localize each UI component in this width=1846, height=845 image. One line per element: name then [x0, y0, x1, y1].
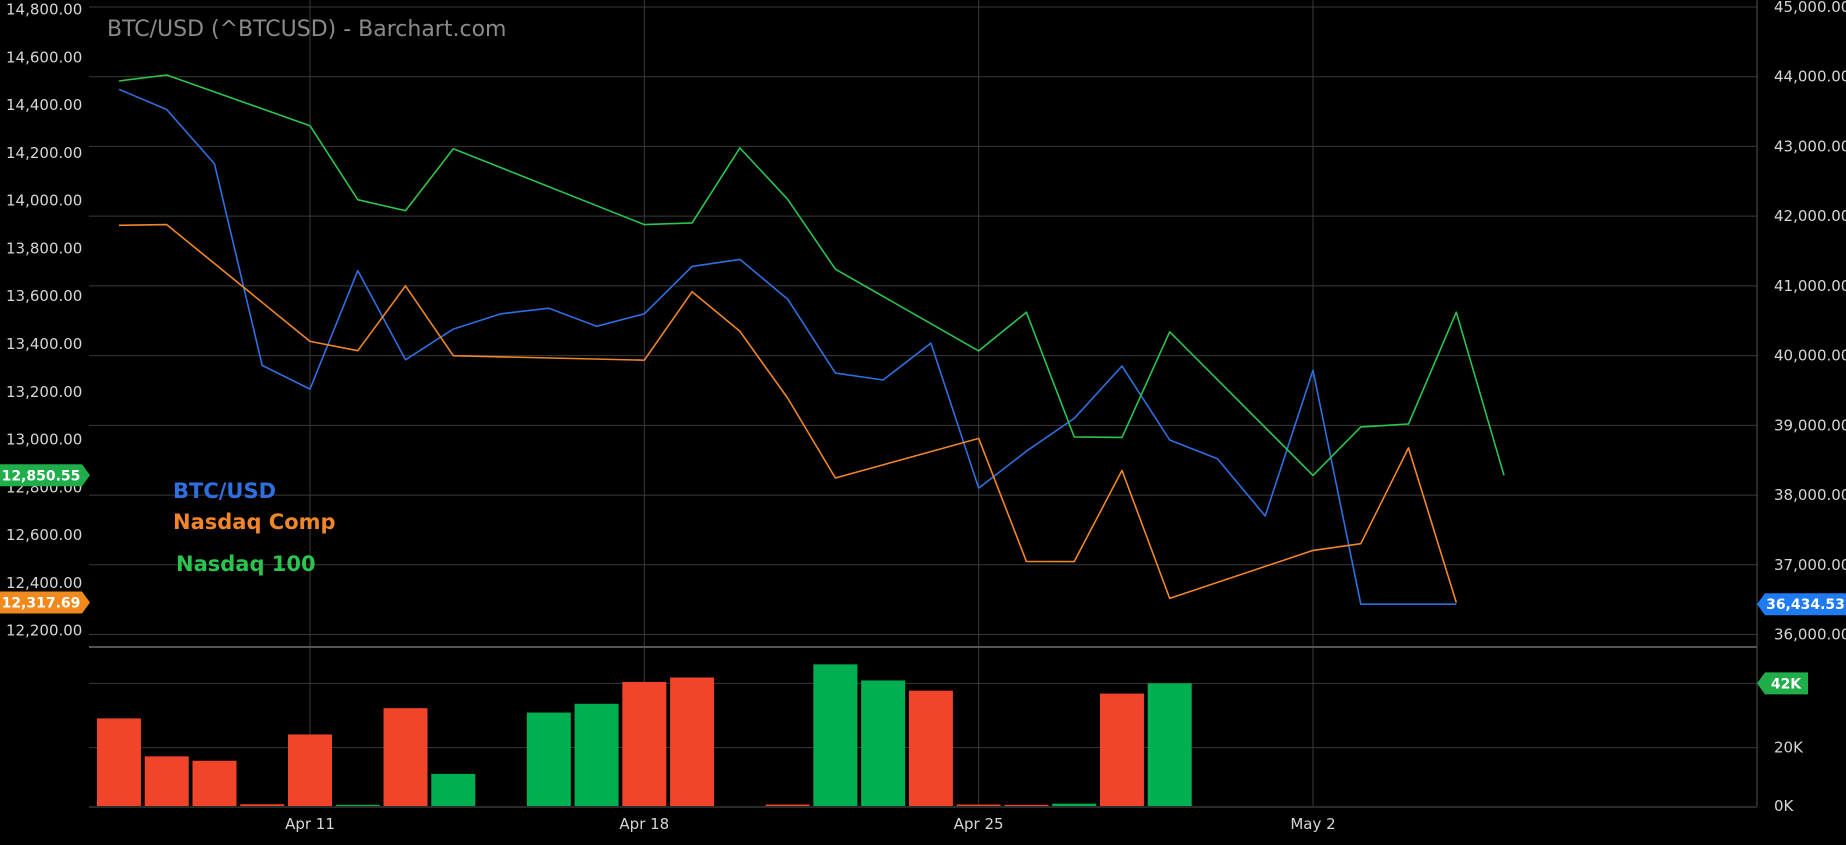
volume-bar	[1147, 683, 1192, 806]
left-axis-tick: 14,800.00	[6, 1, 82, 19]
volume-bar	[431, 773, 476, 806]
x-axis-tick: Apr 25	[954, 815, 1004, 833]
volume-last-tag-label: 42K	[1771, 676, 1802, 692]
legend-btc: BTC/USD	[173, 479, 276, 503]
left-axis-tick: 13,200.00	[6, 383, 82, 401]
volume-bar	[288, 734, 332, 806]
left-axis-tick: 12,200.00	[6, 622, 82, 640]
left-axis-tick: 13,400.00	[6, 335, 82, 353]
x-axis-tick: Apr 18	[619, 815, 669, 833]
volume-bar	[813, 664, 858, 806]
volume-bar	[383, 708, 428, 806]
left-axis-tick: 14,000.00	[6, 192, 82, 210]
volume-bar	[144, 756, 189, 806]
volume-bar	[861, 680, 906, 806]
left-axis-tick: 13,000.00	[6, 431, 82, 449]
line-layer	[118, 74, 1505, 606]
legend-nasdaq-100: Nasdaq 100	[176, 552, 316, 576]
price-tag-btc-label: 36,434.53	[1766, 597, 1845, 613]
legend-nasdaq-comp: Nasdaq Comp	[173, 510, 336, 534]
volume-bar	[192, 760, 237, 806]
volume-bar	[1099, 693, 1144, 806]
chart-title: BTC/USD (^BTCUSD) - Barchart.com	[107, 17, 506, 42]
series-line-nasdaq-comp	[118, 223, 1458, 603]
left-axis-tick: 12,400.00	[6, 574, 82, 592]
left-axis-tick: 13,600.00	[6, 287, 82, 305]
axis-layer: 45,000.00 44,000.00 43,000.00 42,000.00 41,0…	[6, 0, 1846, 833]
right-axis-tick: 40,000.00	[1774, 347, 1846, 365]
volume-axis-tick: 0K	[1774, 797, 1795, 815]
volume-bar	[96, 718, 141, 806]
left-axis-tick: 13,800.00	[6, 239, 82, 257]
price-tag-nasdaq-100-label: 12,850.55	[2, 468, 81, 484]
right-axis-tick: 41,000.00	[1774, 277, 1846, 295]
x-axis-tick: May 2	[1290, 815, 1335, 833]
volume-last-tag[interactable]: 42K	[1757, 672, 1808, 695]
x-axis-tick: Apr 11	[285, 815, 335, 833]
volume-bar	[526, 712, 571, 806]
right-axis-tick: 42,000.00	[1774, 207, 1846, 225]
left-axis-tick: 12,600.00	[6, 526, 82, 544]
right-axis-tick: 36,000.00	[1774, 626, 1846, 644]
volume-bar	[622, 681, 667, 806]
volume-bar	[1004, 804, 1049, 806]
tag-layer[interactable]: 12,850.55 12,317.69 36,434.53 42K	[0, 464, 1846, 695]
left-axis-tick: 14,600.00	[6, 48, 82, 66]
volume-bar	[908, 690, 953, 806]
right-axis-tick: 39,000.00	[1774, 416, 1846, 434]
volume-bar	[574, 703, 619, 806]
right-axis-tick: 45,000.00	[1774, 0, 1846, 16]
right-axis-tick: 44,000.00	[1774, 68, 1846, 86]
grid-layer	[89, 0, 1758, 808]
volume-bar	[1052, 803, 1097, 806]
right-axis-tick: 37,000.00	[1774, 556, 1846, 574]
price-tag-nasdaq-100[interactable]: 12,850.55	[0, 464, 90, 487]
volume-bar	[670, 677, 715, 806]
left-axis-tick: 14,200.00	[6, 144, 82, 162]
series-line-nasdaq-100	[118, 74, 1505, 477]
volume-bar	[956, 804, 1001, 806]
volume-bar	[240, 804, 285, 806]
right-axis-tick: 38,000.00	[1774, 486, 1846, 504]
volume-axis-tick: 20K	[1774, 739, 1804, 757]
volume-bar	[335, 804, 380, 806]
price-tag-nasdaq-comp-label: 12,317.69	[2, 596, 81, 612]
price-tag-btc[interactable]: 36,434.53	[1757, 593, 1846, 616]
volume-layer	[96, 664, 1192, 806]
right-axis-tick: 43,000.00	[1774, 137, 1846, 155]
price-tag-nasdaq-comp[interactable]: 12,317.69	[0, 591, 90, 614]
volume-bar	[765, 804, 810, 806]
left-axis-tick: 14,400.00	[6, 96, 82, 114]
